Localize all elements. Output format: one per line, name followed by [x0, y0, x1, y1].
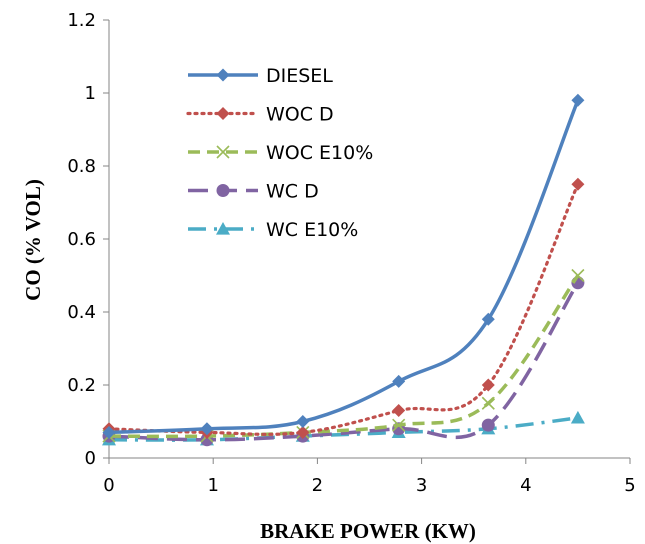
data-point [570, 410, 585, 424]
y-tick-label: 0.6 [67, 229, 96, 250]
data-point [481, 396, 495, 410]
y-tick-label: 0.2 [67, 375, 96, 396]
legend-swatch-marker [216, 145, 230, 159]
legend-label: DIESEL [266, 65, 333, 87]
legend-swatch-marker [216, 222, 230, 235]
series-woc-e10- [102, 268, 585, 443]
legend: DIESEL WOC D WOC E10% WC D WC E10% [186, 65, 373, 241]
series-line [108, 416, 579, 442]
x-axis-title: BRAKE POWER (KW) [260, 519, 476, 543]
data-point [571, 268, 585, 283]
data-point [481, 378, 495, 392]
series-wc-d [102, 276, 585, 447]
legend-swatch-marker [216, 107, 230, 120]
data-point [571, 177, 585, 191]
y-tick-label: 0.4 [67, 302, 96, 323]
tick-labels: 0 0.2 0.4 0.6 0.8 1 1.2 0 1 2 3 4 5 [67, 10, 635, 496]
legend-swatch-marker [216, 68, 230, 82]
legend-item: WOC E10% [188, 142, 373, 164]
plot-area [102, 93, 585, 447]
data-point [296, 425, 310, 439]
x-tick-label: 4 [520, 475, 531, 496]
data-point [296, 415, 310, 428]
series-line [108, 281, 580, 442]
data-point [481, 418, 495, 432]
y-axis-title: CO (% VOL) [21, 179, 45, 301]
x-tick-label: 1 [207, 475, 218, 496]
series-line [108, 274, 580, 439]
data-point [392, 404, 406, 418]
data-point [102, 425, 116, 439]
axes [103, 19, 631, 464]
data-point [571, 93, 585, 107]
data-point [481, 312, 495, 326]
legend-item: DIESEL [188, 65, 333, 87]
legend-swatch-marker [216, 184, 230, 197]
legend-label: WOC D [266, 104, 334, 126]
legend-item: WC E10% [188, 219, 358, 241]
y-tick-label: 0 [85, 448, 96, 469]
legend-label: WC D [266, 181, 319, 203]
y-tick-label: 1 [85, 83, 96, 104]
data-point [392, 418, 406, 432]
x-tick-label: 3 [416, 475, 427, 496]
x-tick-label: 2 [312, 475, 323, 496]
series-diesel [102, 93, 585, 439]
legend-label: WC E10% [266, 219, 358, 241]
legend-label: WOC E10% [266, 142, 373, 164]
x-tick-label: 0 [103, 475, 114, 496]
data-point [392, 374, 406, 388]
x-tick-label: 5 [624, 475, 635, 496]
legend-item: WOC D [186, 104, 334, 126]
y-tick-label: 0.8 [67, 156, 96, 177]
y-tick-label: 1.2 [67, 10, 96, 31]
legend-item: WC D [188, 181, 319, 203]
data-point [200, 422, 214, 436]
